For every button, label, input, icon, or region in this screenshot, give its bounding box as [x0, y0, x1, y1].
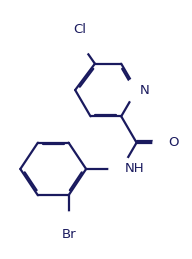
Text: NH: NH — [125, 162, 144, 176]
Text: Br: Br — [61, 228, 76, 241]
Text: N: N — [140, 83, 150, 97]
Text: O: O — [168, 136, 179, 149]
Text: Cl: Cl — [73, 23, 86, 36]
